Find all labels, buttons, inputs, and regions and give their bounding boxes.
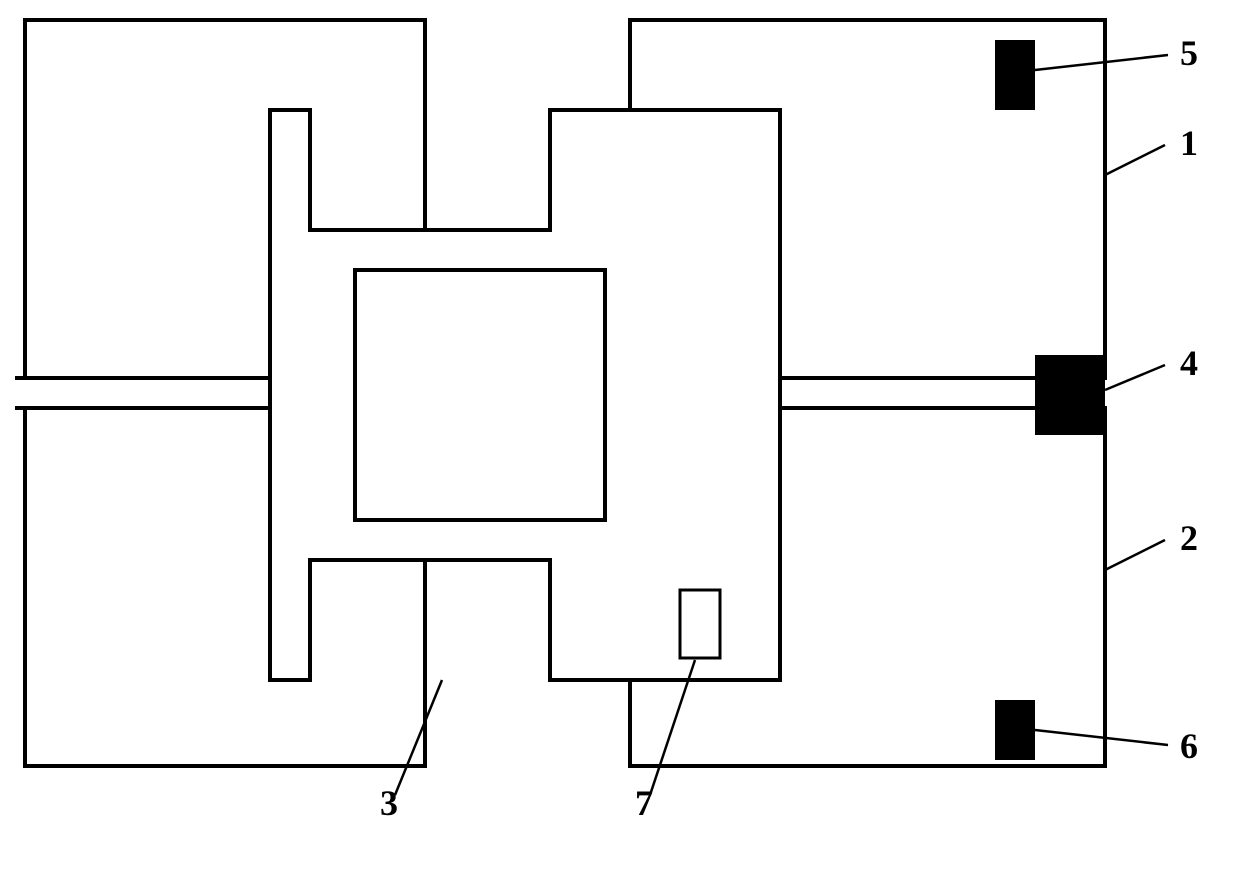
- label-2: 2: [1180, 517, 1198, 559]
- label-5: 5: [1180, 32, 1198, 74]
- label-1: 1: [1180, 122, 1198, 164]
- label-4: 4: [1180, 342, 1198, 384]
- diagram-svg: [0, 0, 1240, 870]
- label-7: 7: [635, 782, 653, 824]
- label-3: 3: [380, 782, 398, 824]
- diagram-container: 1 2 3 4 5 6 7: [0, 0, 1240, 870]
- label-6: 6: [1180, 725, 1198, 767]
